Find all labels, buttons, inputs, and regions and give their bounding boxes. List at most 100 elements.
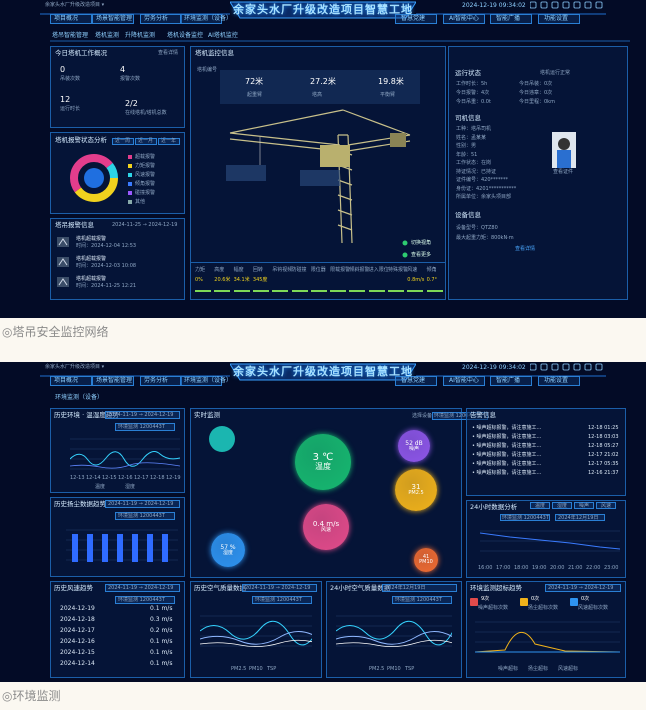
stat-icon xyxy=(570,598,578,606)
panel xyxy=(466,408,626,496)
nav-button[interactable] xyxy=(395,376,437,386)
nav-button[interactable] xyxy=(490,14,532,24)
panel xyxy=(50,408,185,493)
nav-button[interactable] xyxy=(443,376,485,386)
date-range: 2024-11-25 → 2024-12-19 xyxy=(112,222,178,228)
filter-tab[interactable] xyxy=(135,138,157,145)
stat-label: 塔高 xyxy=(312,92,323,98)
legend-label: TSP xyxy=(267,666,277,672)
tab: 升降机监测 xyxy=(125,32,156,39)
legend-label: 倾角报警 xyxy=(135,181,156,187)
metric-label: 高度 xyxy=(214,267,225,273)
metric-bar xyxy=(291,290,308,292)
crane-model xyxy=(229,109,411,244)
legend-swatch xyxy=(128,173,132,177)
date-picker xyxy=(382,584,457,592)
nav-label: 智慧党建 xyxy=(401,15,426,22)
nav-button[interactable] xyxy=(443,14,485,24)
table-cell: 2024-12-19 xyxy=(60,605,95,612)
bubble-label: 湿度 xyxy=(222,549,233,556)
bubble-value: 3 ℃ xyxy=(312,452,334,463)
status-item: 今日吊装：0次 xyxy=(519,81,553,87)
x-label: 12-18 xyxy=(150,475,165,481)
tab: AI塔机监控 xyxy=(208,32,238,39)
nav-label: 智能广播 xyxy=(496,377,521,384)
device-select xyxy=(115,512,175,520)
x-label: 17:00 xyxy=(496,565,511,571)
legend-label: TSP xyxy=(405,666,415,672)
legend-label: PM10 xyxy=(387,666,401,672)
nav-button[interactable] xyxy=(140,376,182,386)
nav-button[interactable] xyxy=(92,14,134,24)
table-cell: 0.1 m/s xyxy=(150,649,173,656)
bubble-value: 41 xyxy=(422,554,430,560)
nav-button[interactable] xyxy=(50,376,92,386)
legend-swatch xyxy=(128,200,132,204)
panel xyxy=(326,581,462,678)
line-chart xyxy=(336,615,452,647)
metric-label: 力矩 xyxy=(195,267,206,273)
tag-box xyxy=(300,170,340,186)
nav-button[interactable] xyxy=(180,14,222,24)
filter-tab[interactable] xyxy=(574,502,594,509)
nav-button[interactable] xyxy=(92,376,134,386)
driver-item: 身份证：4201*********** xyxy=(456,185,517,192)
metric-value: 20.6米 xyxy=(214,277,231,283)
legend-label: 超载报警 xyxy=(135,154,156,160)
alert-text: • 噪声超标报警，请注意施工... xyxy=(472,443,542,449)
metric-label: 特殊报警 xyxy=(388,267,409,273)
panel-title: 告警信息 xyxy=(470,411,496,419)
date-range: 2024年12月19日 xyxy=(558,514,599,521)
panel-title: 历史空气质量数据 xyxy=(194,584,246,592)
nav-label: AI智能中心 xyxy=(449,15,479,22)
bubble-label: 噪声 xyxy=(408,445,419,452)
stat-label: 扬尘超标次数 xyxy=(528,605,559,611)
table-cell: 2024-12-16 xyxy=(60,638,95,645)
device-select xyxy=(115,423,175,431)
metric-bar xyxy=(349,290,366,292)
filter-tab[interactable] xyxy=(552,502,572,509)
stat-value: 0次 xyxy=(531,596,540,602)
bubble-plain xyxy=(209,426,235,452)
panel-title: 塔吊报警信息 xyxy=(55,221,94,229)
panel xyxy=(448,46,628,300)
nav-label: 智慧党建 xyxy=(401,377,426,384)
action-button[interactable]: 查看更多 xyxy=(411,252,432,258)
nav-button[interactable] xyxy=(395,14,437,24)
panel xyxy=(50,581,185,678)
nav-button[interactable] xyxy=(490,376,532,386)
device-item: 最大起重力矩：800kN·m xyxy=(456,235,514,241)
stat-label: 运行时长 xyxy=(60,106,81,112)
panel-title: 24小时空气质量数据 xyxy=(330,584,391,592)
select-label: 选择设备 xyxy=(412,413,433,419)
nav-button[interactable] xyxy=(538,376,580,386)
panel-title: 塔机监控信息 xyxy=(195,49,234,57)
panel-title: 24小时数据分析 xyxy=(470,503,518,511)
nav-button[interactable] xyxy=(180,376,222,386)
filter-tab[interactable] xyxy=(596,502,616,509)
nav-button[interactable] xyxy=(538,14,580,24)
action-button[interactable]: 切换视角 xyxy=(411,240,432,246)
nav-label: 环境监测（设备） xyxy=(184,377,233,384)
filter-tab[interactable] xyxy=(530,502,550,509)
nav-label: 场景智能管理 xyxy=(96,15,133,22)
status-item: 今日报警：4次 xyxy=(456,90,490,96)
table-cell: 2024-12-15 xyxy=(60,649,95,656)
filter-tab[interactable] xyxy=(112,138,134,145)
nav-label: 环境监测（设备） xyxy=(184,15,233,22)
panel-title: 今日塔机工作概况 xyxy=(55,49,107,57)
record-name: 塔机超载报警 xyxy=(76,256,107,262)
filter-tab[interactable] xyxy=(158,138,180,145)
record-time: 时间：2024-12-03 10:08 xyxy=(76,263,137,269)
bubble-label: 温度 xyxy=(315,462,331,471)
metric-bar xyxy=(426,290,443,292)
temp-chart xyxy=(70,438,180,470)
nav-button[interactable] xyxy=(140,14,182,24)
nav-button[interactable] xyxy=(50,14,92,24)
status-item: 工作时长：5h xyxy=(456,81,488,87)
stat-value: 0次 xyxy=(581,596,590,602)
metric-bar xyxy=(272,290,289,292)
panel-title: 历史扬尘数据趋势 xyxy=(54,500,106,508)
metric-label: 幅度 xyxy=(233,267,244,273)
header-icons xyxy=(530,1,603,9)
